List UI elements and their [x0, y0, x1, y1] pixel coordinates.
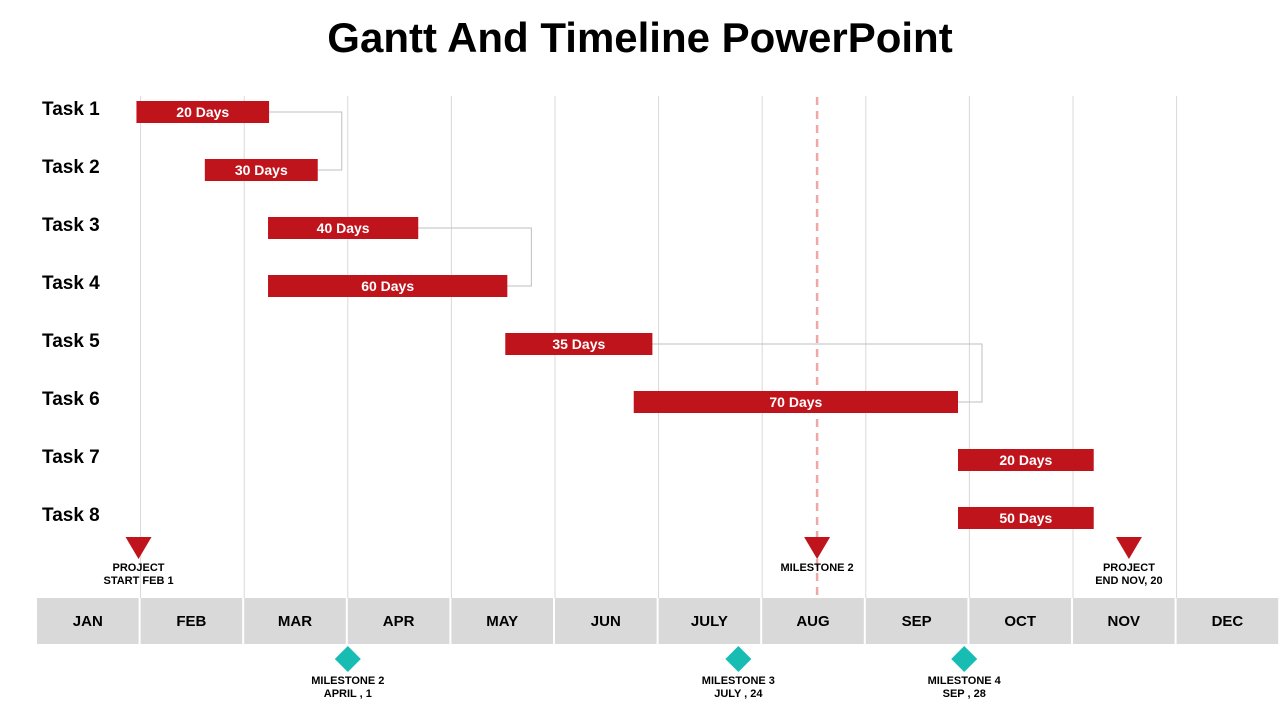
task-bar	[204, 159, 318, 181]
task-bar	[958, 507, 1094, 529]
task-label: Task 2	[42, 157, 100, 178]
bottom-marker-label: SEP , 28	[943, 688, 986, 700]
top-marker-label: PROJECT	[1103, 562, 1155, 574]
month-label: DEC	[1212, 613, 1244, 630]
month-label: JAN	[73, 613, 103, 630]
month-cell	[347, 598, 450, 644]
triangle-marker-icon	[125, 537, 152, 559]
task-label: Task 3	[42, 215, 100, 236]
task-bar-label: 70 Days	[769, 394, 822, 410]
bottom-marker-label: MILESTONE 4	[928, 675, 1002, 687]
month-cell	[451, 598, 553, 644]
task-bar-label: 60 Days	[361, 278, 414, 294]
top-marker-label: PROJECT	[113, 562, 165, 574]
month-cell	[969, 598, 1071, 644]
month-cell	[244, 598, 346, 644]
page-title: Gantt And Timeline PowerPoint	[327, 14, 953, 61]
month-cell	[762, 598, 864, 644]
bottom-marker-label: MILESTONE 3	[702, 675, 775, 687]
task-bar	[268, 217, 419, 239]
month-cell	[865, 598, 968, 644]
month-label: JUN	[591, 613, 621, 630]
month-cell	[140, 598, 243, 644]
task-bar-label: 50 Days	[999, 510, 1052, 526]
month-cell	[37, 598, 139, 644]
task-label: Task 6	[42, 389, 100, 410]
bottom-marker-label: APRIL , 1	[324, 688, 372, 700]
bottom-marker-label: MILESTONE 2	[311, 675, 384, 687]
month-cell	[658, 598, 761, 644]
triangle-marker-icon	[804, 537, 831, 559]
task-bar-label: 35 Days	[552, 336, 605, 352]
month-label: NOV	[1108, 613, 1141, 630]
top-marker-label: END NOV, 20	[1095, 575, 1162, 587]
task-bar-label: 20 Days	[999, 452, 1052, 468]
month-label: FEB	[176, 613, 206, 630]
dependency-connector	[652, 343, 983, 403]
month-cell	[1073, 598, 1175, 644]
task-label: Task 4	[42, 273, 100, 294]
dependency-connector	[418, 227, 532, 287]
task-bar-label: 20 Days	[176, 104, 229, 120]
task-label: Task 7	[42, 447, 100, 468]
task-bar-label: 30 Days	[235, 162, 288, 178]
diamond-marker-icon	[725, 646, 752, 672]
dependency-connector	[269, 111, 343, 171]
triangle-marker-icon	[1115, 537, 1142, 559]
month-label: MAR	[278, 613, 312, 630]
task-label: Task 5	[42, 331, 100, 352]
top-marker-label: MILESTONE 2	[781, 562, 854, 574]
month-cell	[555, 598, 657, 644]
diamond-marker-icon	[951, 646, 978, 672]
month-label: APR	[383, 613, 415, 630]
task-bar	[505, 333, 653, 355]
task-label: Task 1	[42, 99, 100, 120]
month-label: SEP	[902, 613, 932, 630]
month-label: AUG	[796, 613, 829, 630]
top-marker-label: START FEB 1	[103, 575, 173, 587]
bottom-marker-label: JULY , 24	[714, 688, 763, 700]
month-label: JULY	[691, 613, 728, 630]
task-bar	[633, 391, 959, 413]
diamond-marker-icon	[334, 646, 361, 672]
task-bar	[268, 275, 508, 297]
task-bar-label: 40 Days	[317, 220, 370, 236]
month-cell	[1176, 598, 1279, 644]
month-label: MAY	[486, 613, 518, 630]
task-bar	[958, 449, 1094, 471]
month-label: OCT	[1004, 613, 1036, 630]
task-bar	[136, 101, 270, 123]
task-label: Task 8	[42, 505, 100, 526]
